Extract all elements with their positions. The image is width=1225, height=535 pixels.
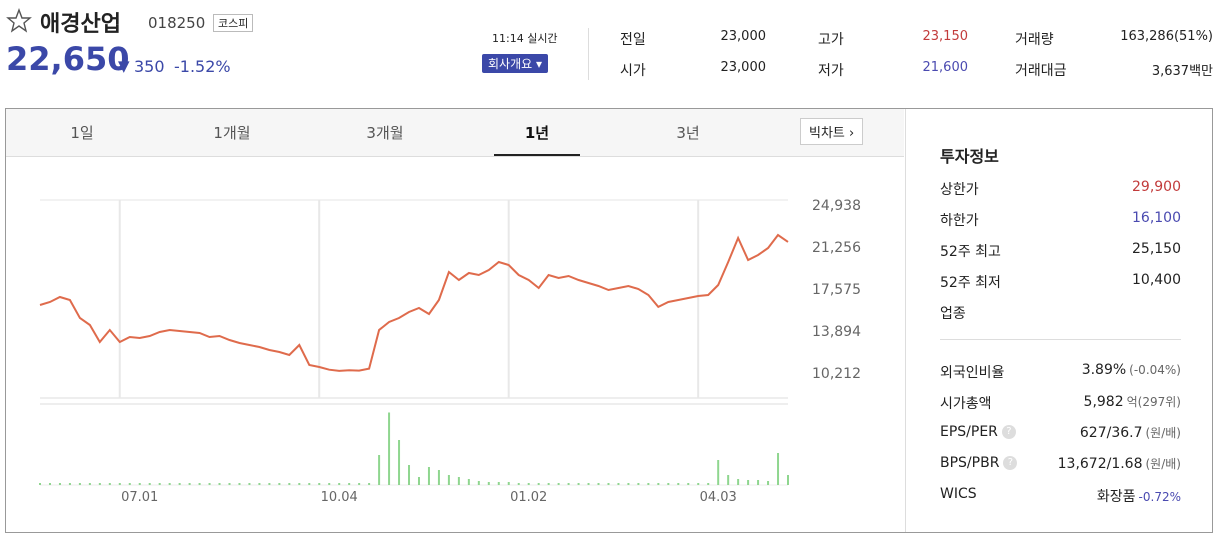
invest-label: 외국인비율 — [940, 365, 1005, 381]
invest-label: 52주 최고 — [940, 244, 1001, 260]
change-arrow: ▼ — [118, 57, 130, 75]
divider — [588, 28, 589, 80]
tab[interactable]: 1개월 — [213, 124, 251, 142]
quote-value: 3,637백만 — [1151, 64, 1213, 79]
invest-label: 52주 최저 — [940, 275, 1001, 291]
invest-value-row: 5,982 억(297위) — [1084, 393, 1181, 410]
quote-value: 23,150 — [922, 29, 969, 44]
invest-value-row: 화장품 -0.72% — [1097, 486, 1181, 506]
invest-value-row: 13,672/1.68 (원/배) — [1058, 455, 1181, 472]
company-button-label: 회사개요 — [488, 57, 533, 71]
invest-label: 상한가 — [940, 182, 979, 198]
quote-label: 고가 — [818, 32, 844, 48]
invest-title: 투자정보 — [940, 147, 999, 166]
quote-value: 23,000 — [720, 29, 767, 44]
invest-label: 업종 — [940, 306, 966, 322]
invest-value: 16,100 — [1132, 210, 1181, 226]
stock-code: 018250 — [148, 14, 206, 32]
help-icon[interactable]: ? — [1001, 425, 1016, 439]
quote-label: 시가 — [620, 63, 646, 79]
panel-divider — [905, 109, 906, 532]
tab[interactable]: 1일 — [70, 124, 94, 142]
quote-value: 23,000 — [720, 60, 767, 75]
tab[interactable]: 3개월 — [366, 124, 404, 142]
tab-underline — [494, 154, 580, 156]
invest-value-row: 3.89% (-0.04%) — [1082, 362, 1181, 378]
chart-panel — [5, 108, 1213, 533]
invest-label: EPS/PER? — [940, 424, 1016, 440]
change: 350 — [134, 57, 165, 76]
invest-label: BPS/PBR? — [940, 455, 1018, 471]
invest-value: 627/36.7 — [1079, 425, 1143, 441]
star-icon[interactable] — [6, 8, 32, 34]
company-button[interactable]: 회사개요 ▾ — [482, 54, 549, 73]
tab[interactable]: 3년 — [676, 124, 700, 142]
change-rate: -1.52% — [174, 57, 231, 76]
invest-label: WICS — [940, 486, 977, 502]
invest-value: 5,982 — [1083, 394, 1124, 410]
tab-bar — [6, 109, 904, 157]
invest-note: 억(297위) — [1126, 395, 1181, 409]
invest-value: 25,150 — [1132, 241, 1181, 257]
invest-divider — [940, 339, 1181, 340]
stock-name: 애경산업 — [40, 12, 121, 37]
invest-value: 29,900 — [1132, 179, 1181, 195]
invest-note: (-0.04%) — [1129, 363, 1181, 377]
time: 11:14 실시간 — [492, 32, 558, 45]
invest-value: 3.89% — [1081, 362, 1127, 378]
invest-value: 화장품 — [1096, 489, 1136, 505]
big-chart-label: 빅차트 — [809, 126, 845, 141]
invest-value: 13,672/1.68 — [1057, 456, 1143, 472]
invest-value-row: 627/36.7 (원/배) — [1080, 424, 1181, 441]
invest-label: 시가총액 — [940, 396, 992, 412]
invest-note: (원/배) — [1145, 457, 1182, 471]
invest-note: -0.72% — [1138, 490, 1181, 504]
quote-value: 21,600 — [922, 60, 969, 75]
price: 22,650 — [6, 40, 130, 78]
quote-label: 전일 — [620, 32, 646, 48]
quote-label: 저가 — [818, 63, 844, 79]
invest-label: 하한가 — [940, 213, 979, 229]
big-chart-button[interactable]: 빅차트 › — [800, 118, 864, 145]
quote-value: 163,286(51%) — [1120, 29, 1213, 44]
help-icon[interactable]: ? — [1003, 456, 1018, 470]
invest-value: 10,400 — [1132, 272, 1181, 288]
quote-label: 거래량 — [1015, 32, 1054, 48]
tab[interactable]: 1년 — [524, 124, 550, 142]
quote-label: 거래대금 — [1015, 63, 1067, 79]
invest-note: (원/배) — [1145, 426, 1182, 440]
market-badge: 코스피 — [213, 14, 254, 32]
